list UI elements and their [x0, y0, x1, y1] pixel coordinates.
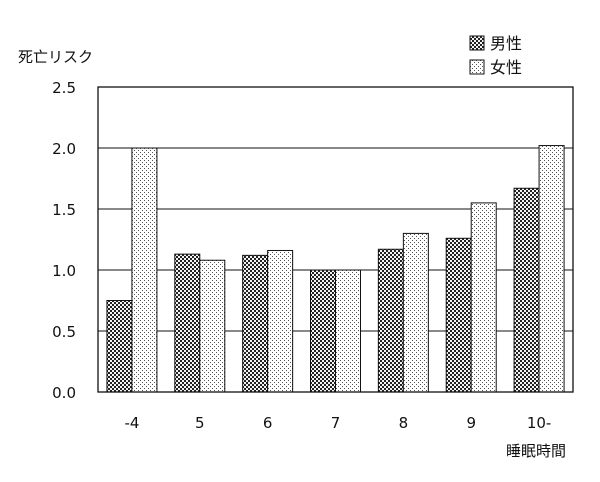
y-tick-labels: 0.0 0.5 1.0 1.5 2.0 2.5 — [52, 79, 76, 402]
x-tick-label: 10- — [527, 414, 552, 432]
bar-male — [106, 300, 133, 393]
x-tick-label: 5 — [195, 414, 205, 432]
bar-female — [131, 147, 158, 393]
bar-male — [242, 254, 269, 393]
plot-frame — [97, 86, 574, 393]
y-tick-label: 1.5 — [52, 201, 76, 219]
x-tick-label: 9 — [466, 414, 476, 432]
legend-swatch — [469, 59, 485, 75]
x-tick-label: 6 — [263, 414, 273, 432]
bar-male — [377, 248, 404, 393]
x-tick-label: 8 — [399, 414, 409, 432]
bar-male — [174, 253, 201, 393]
bar-female — [335, 269, 361, 393]
y-tick-label: 0.5 — [52, 323, 76, 341]
bar-male — [513, 187, 540, 393]
legend-label: 男性 — [490, 34, 522, 53]
bar-female — [402, 232, 429, 393]
y-tick-label: 2.5 — [52, 79, 76, 97]
y-tick-label: 1.0 — [52, 262, 76, 280]
y-tick-label: 0.0 — [52, 384, 76, 402]
legend-swatch — [469, 35, 485, 51]
bar-female — [199, 259, 226, 393]
x-tick-label: 7 — [331, 414, 341, 432]
bars — [106, 145, 565, 393]
x-axis-label: 睡眠時間 — [506, 442, 566, 460]
bar-male — [445, 237, 472, 393]
y-tick-label: 2.0 — [52, 140, 76, 158]
legend-label: 女性 — [490, 58, 522, 77]
x-tick-labels: -4 5 6 7 8 9 10- — [124, 414, 551, 432]
y-axis-label: 死亡リスク — [18, 48, 93, 66]
bar-male — [310, 269, 336, 393]
bar-female — [470, 202, 497, 393]
x-tick-label: -4 — [124, 414, 139, 432]
bar-female — [267, 249, 294, 393]
bar-female — [538, 145, 565, 393]
